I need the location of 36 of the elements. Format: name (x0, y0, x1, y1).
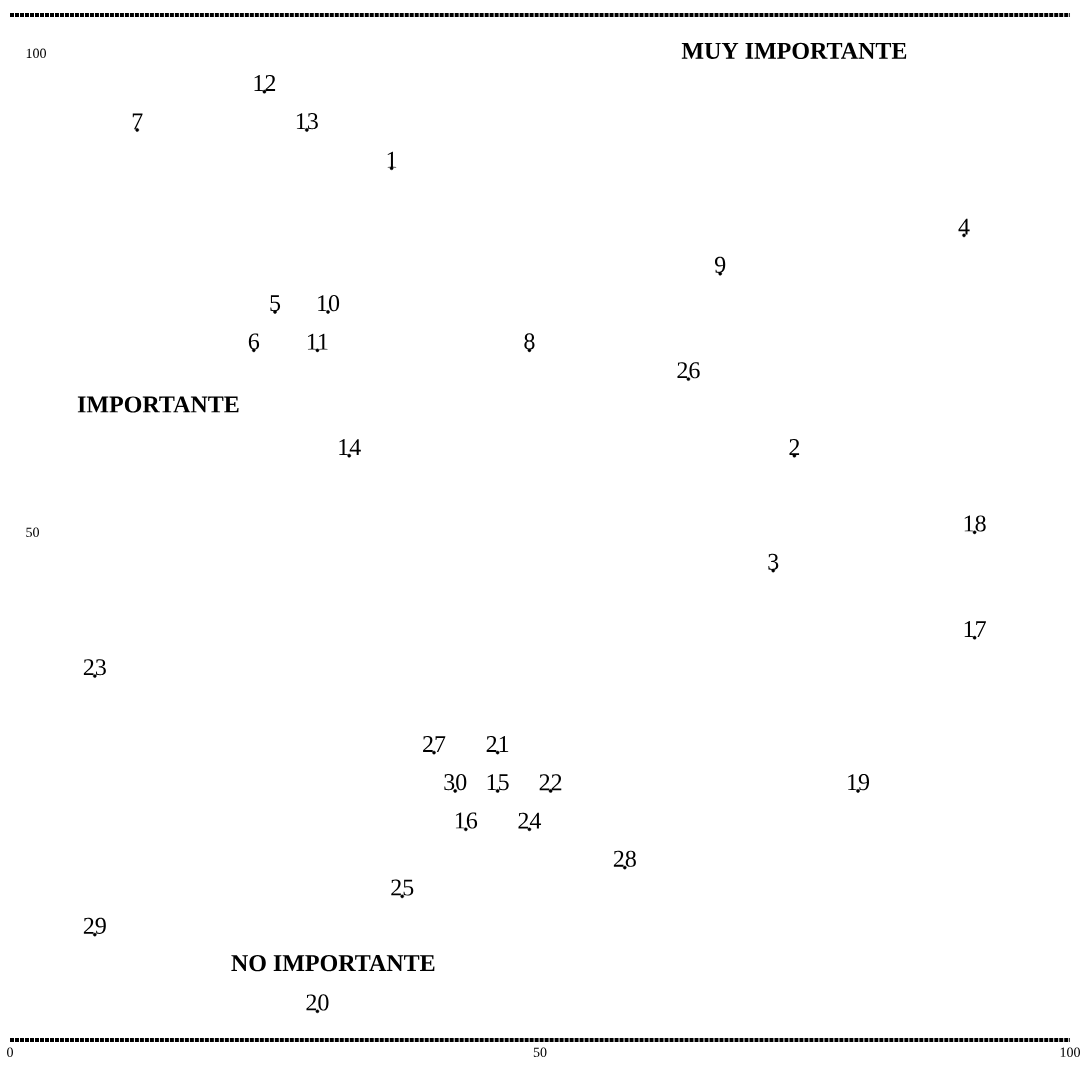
series-label: 4 (958, 218, 970, 235)
series-label: 6 (248, 333, 260, 350)
series-label: 10 (318, 295, 340, 312)
series-label: 18 (964, 515, 986, 532)
series-label: 19 (848, 774, 870, 791)
series-label: 15 (487, 774, 509, 791)
series-label: 12 (254, 75, 276, 91)
series-label: 17 (964, 621, 986, 637)
series-label: 3 (768, 553, 779, 570)
series-label: 27 (423, 736, 446, 752)
x-tick-label: 0 (7, 1047, 13, 1057)
series-label: 7 (132, 113, 143, 130)
series-label: 26 (677, 362, 700, 379)
series-label: 23 (83, 659, 106, 676)
series-label: 21 (486, 736, 509, 752)
series-label: 11 (307, 333, 328, 350)
annotation: MUY IMPORTANTE (681, 42, 907, 59)
series-label: 20 (306, 994, 329, 1011)
series-label: 22 (539, 774, 562, 791)
x-tick-label: 100 (1060, 1047, 1080, 1057)
series-label: 25 (391, 879, 414, 896)
x-tick-label: 50 (533, 1047, 547, 1057)
series-label: 29 (83, 917, 106, 934)
series-label: 14 (339, 439, 361, 455)
annotation: IMPORTANTE (77, 396, 239, 413)
series-label: 28 (613, 850, 636, 867)
series-label: 2 (789, 439, 800, 455)
series-label: 1 (387, 151, 397, 168)
series-label: 30 (444, 774, 467, 791)
series-label: 16 (455, 812, 478, 829)
series-label: 8 (524, 333, 535, 350)
series-label: 9 (714, 256, 726, 273)
annotation: NO IMPORTANTE (231, 955, 435, 972)
series-label: 24 (518, 812, 542, 829)
series-label: 5 (270, 295, 281, 312)
series-label: 13 (296, 113, 318, 130)
